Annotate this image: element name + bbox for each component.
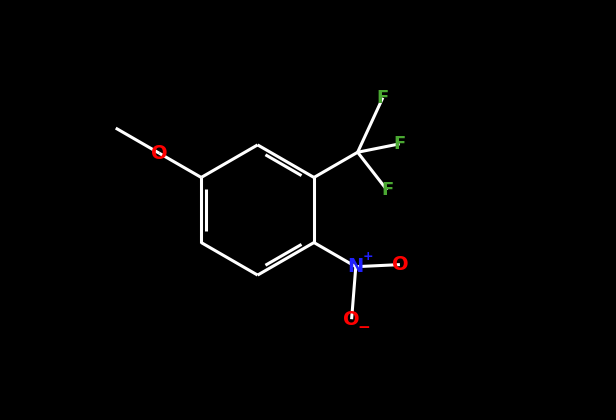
Text: O: O [151,144,168,163]
Text: O: O [343,310,360,329]
Text: F: F [377,89,389,107]
Text: F: F [381,181,393,199]
Text: +: + [363,250,374,262]
Text: −: − [358,320,371,335]
Text: N: N [347,257,364,276]
Text: O: O [392,255,408,274]
Text: F: F [394,135,406,153]
